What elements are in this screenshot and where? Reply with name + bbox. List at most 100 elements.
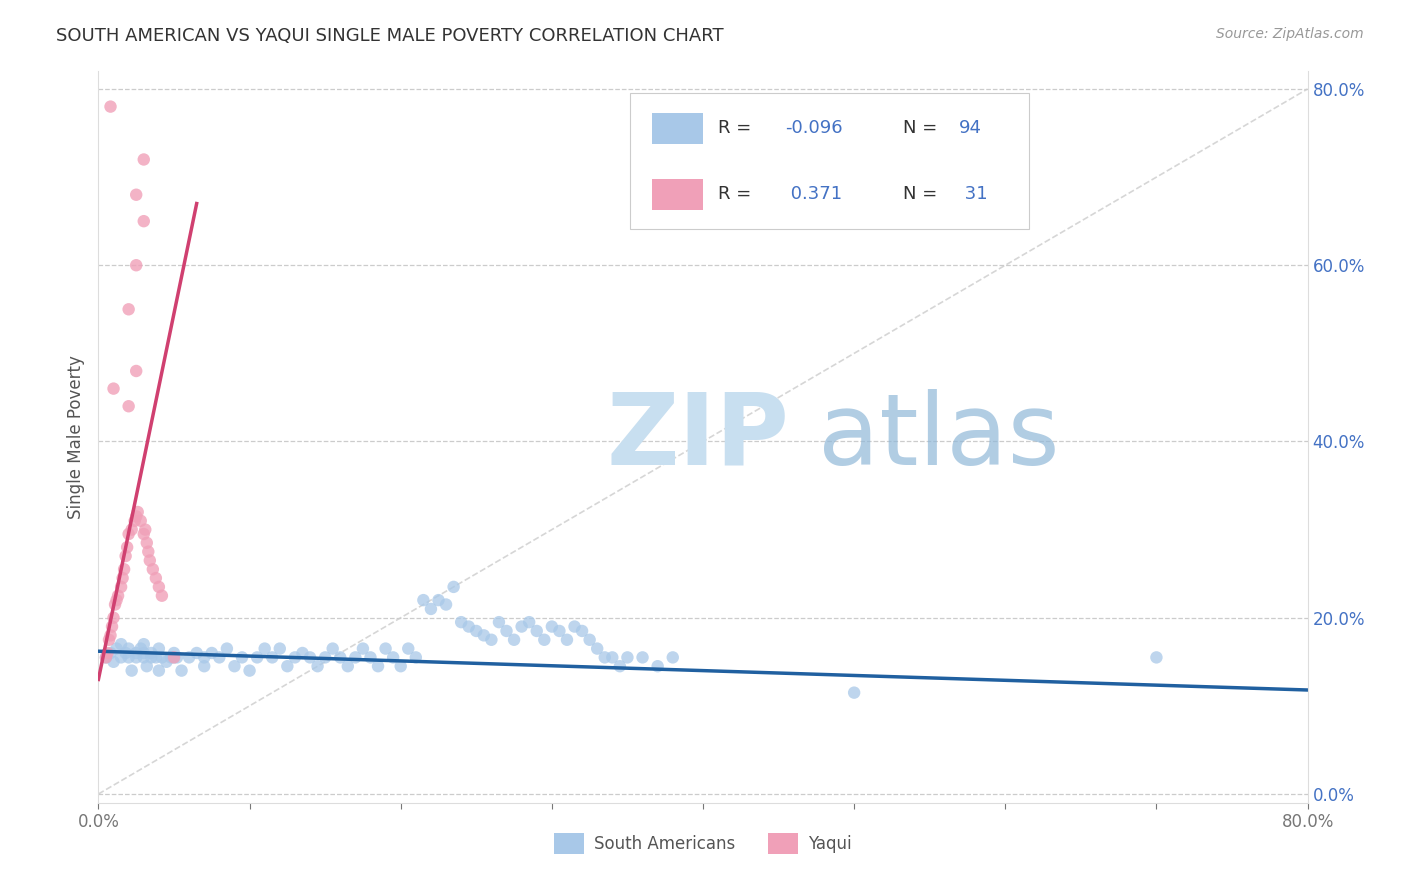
Point	[253, 641, 276, 656]
Text: R =: R =	[717, 186, 756, 203]
Point	[114, 549, 136, 563]
Point	[98, 632, 121, 647]
Point	[389, 659, 412, 673]
Point	[329, 650, 352, 665]
Point	[112, 562, 135, 576]
Point	[166, 650, 188, 665]
FancyBboxPatch shape	[652, 113, 703, 144]
Point	[540, 619, 562, 633]
Point	[481, 632, 503, 647]
Legend: South Americans, Yaqui: South Americans, Yaqui	[547, 827, 859, 860]
Point	[125, 646, 148, 660]
Point	[322, 641, 344, 656]
Point	[100, 100, 122, 114]
Point	[96, 646, 118, 660]
Point	[103, 611, 125, 625]
Point	[450, 615, 472, 629]
Point	[844, 686, 866, 700]
Point	[488, 615, 510, 629]
Point	[434, 598, 457, 612]
Point	[276, 659, 298, 673]
Point	[141, 650, 163, 665]
Point	[352, 641, 374, 656]
Point	[284, 650, 307, 665]
Point	[609, 659, 631, 673]
Point	[129, 514, 152, 528]
Point	[314, 650, 336, 665]
Point	[135, 659, 157, 673]
Point	[118, 302, 141, 317]
Point	[360, 650, 382, 665]
Point	[105, 593, 128, 607]
Point	[125, 650, 148, 665]
Point	[382, 650, 405, 665]
Point	[616, 650, 638, 665]
Point	[125, 187, 148, 202]
Point	[148, 664, 170, 678]
Point	[336, 659, 359, 673]
Point	[503, 632, 526, 647]
Point	[163, 650, 186, 665]
Point	[160, 650, 183, 665]
Point	[593, 650, 616, 665]
Point	[517, 615, 540, 629]
Point	[114, 646, 136, 660]
Point	[121, 664, 143, 678]
Point	[647, 659, 669, 673]
Point	[150, 650, 173, 665]
Point	[145, 571, 167, 585]
Point	[193, 659, 215, 673]
Point	[269, 641, 291, 656]
Point	[586, 641, 609, 656]
Point	[555, 632, 578, 647]
Point	[170, 664, 193, 678]
Point	[179, 650, 201, 665]
Point	[103, 382, 125, 396]
Point	[132, 153, 155, 167]
Point	[163, 646, 186, 660]
Point	[104, 598, 127, 612]
Point	[132, 650, 155, 665]
Point	[1144, 650, 1167, 665]
Point	[661, 650, 683, 665]
Text: atlas: atlas	[818, 389, 1060, 485]
Point	[510, 619, 533, 633]
Point	[405, 650, 427, 665]
Point	[533, 632, 555, 647]
Text: -0.096: -0.096	[785, 120, 842, 137]
Point	[110, 637, 132, 651]
Point	[121, 523, 143, 537]
Point	[396, 641, 419, 656]
Point	[526, 624, 548, 638]
Point	[412, 593, 434, 607]
Point	[148, 641, 170, 656]
Point	[125, 258, 148, 272]
Point	[465, 624, 488, 638]
Point	[602, 650, 624, 665]
Point	[193, 650, 215, 665]
Point	[125, 364, 148, 378]
Point	[132, 214, 155, 228]
Point	[132, 527, 155, 541]
Point	[571, 624, 593, 638]
Point	[443, 580, 465, 594]
Text: N =: N =	[903, 120, 936, 137]
Point	[215, 641, 238, 656]
Point	[118, 641, 141, 656]
Point	[100, 628, 122, 642]
Point	[262, 650, 284, 665]
Point	[124, 514, 146, 528]
Point	[118, 650, 141, 665]
Point	[231, 650, 253, 665]
Point	[136, 544, 159, 558]
Point	[107, 589, 129, 603]
Point	[155, 655, 177, 669]
Point	[246, 650, 269, 665]
Point	[142, 562, 165, 576]
Point	[132, 646, 155, 660]
Point	[344, 650, 367, 665]
Point	[201, 646, 224, 660]
FancyBboxPatch shape	[652, 179, 703, 210]
Point	[367, 659, 389, 673]
Point	[631, 650, 654, 665]
